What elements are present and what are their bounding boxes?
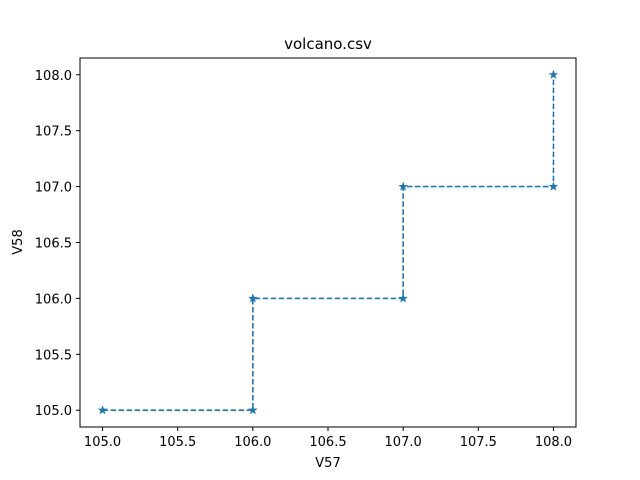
series-layer [97, 69, 559, 415]
y-tick-label: 107.5 [35, 125, 72, 140]
data-point-star [398, 293, 409, 303]
data-point-star [247, 405, 258, 415]
y-tick-label: 108.0 [35, 69, 72, 84]
x-axis: 105.0 105.5 106.0 106.5 107.0 107.5 108.0 [84, 427, 572, 450]
x-tick-label: 105.0 [84, 435, 121, 450]
data-point-star [398, 181, 409, 191]
chart-title: volcano.csv [284, 35, 372, 53]
x-tick-label: 107.5 [460, 435, 497, 450]
y-tick-label: 106.5 [35, 237, 72, 252]
data-point-star [247, 293, 258, 303]
data-point-star [97, 405, 108, 415]
x-axis-label: V57 [315, 456, 340, 471]
data-point-star [548, 69, 559, 79]
y-axis: 105.0 105.5 106.0 106.5 107.0 107.5 108.0 [35, 69, 80, 419]
y-tick-label: 107.0 [35, 181, 72, 196]
y-axis-label: V58 [11, 229, 26, 254]
y-tick-label: 106.0 [35, 292, 72, 307]
x-tick-label: 106.0 [234, 435, 271, 450]
y-tick-label: 105.0 [35, 404, 72, 419]
x-tick-label: 108.0 [535, 435, 572, 450]
data-point-star [548, 181, 559, 191]
x-tick-label: 107.0 [385, 435, 422, 450]
y-tick-label: 105.5 [35, 348, 72, 363]
x-tick-label: 105.5 [159, 435, 196, 450]
x-tick-label: 106.5 [309, 435, 346, 450]
